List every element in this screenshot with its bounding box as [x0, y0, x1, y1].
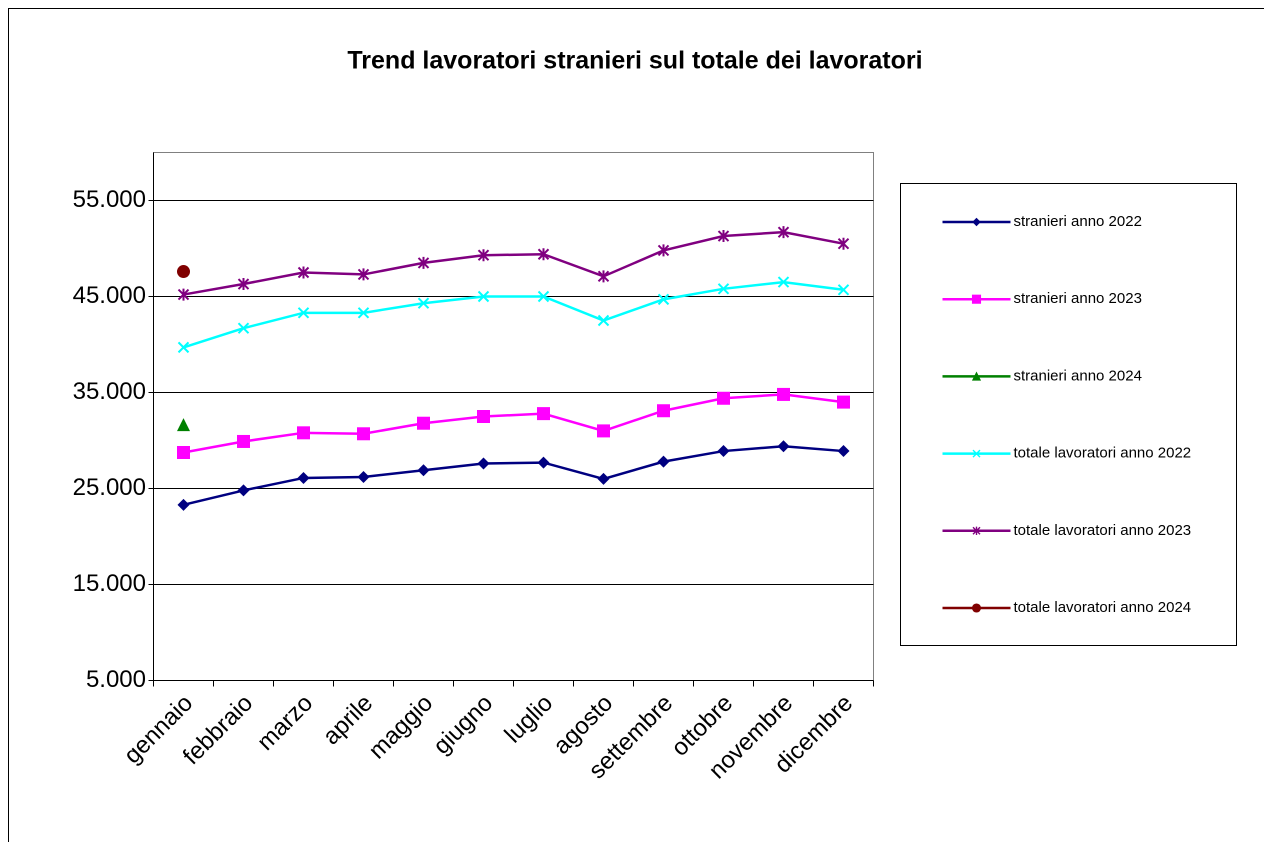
marker: [537, 290, 550, 303]
marker: [177, 498, 190, 511]
marker: [237, 278, 250, 291]
y-tick-label: 5.000: [86, 666, 146, 693]
marker: [537, 407, 550, 421]
marker: [597, 270, 610, 283]
marker: [657, 293, 670, 306]
marker: [237, 484, 250, 497]
series-line: [183, 393, 844, 454]
marker: [537, 248, 550, 261]
marker: [837, 395, 850, 409]
y-tick-label: 45.000: [73, 282, 146, 309]
marker: [417, 256, 430, 269]
marker: [777, 440, 790, 453]
legend-label: totale lavoratori anno 2022: [1014, 445, 1192, 462]
marker: [837, 237, 850, 250]
legend-label: totale lavoratori anno 2023: [1014, 522, 1192, 539]
marker: [477, 290, 490, 303]
marker: [477, 457, 490, 470]
series-line: [183, 230, 844, 296]
marker: [777, 276, 790, 288]
marker: [837, 445, 850, 458]
legend-label: stranieri anno 2022: [1014, 213, 1142, 230]
marker: [597, 314, 610, 327]
marker: [717, 445, 730, 458]
marker: [717, 391, 730, 405]
marker: [477, 249, 490, 262]
marker: [177, 341, 190, 354]
marker: [972, 526, 981, 535]
marker: [177, 265, 190, 279]
marker: [297, 266, 310, 279]
marker: [357, 268, 370, 281]
marker: [177, 418, 190, 432]
marker: [417, 416, 430, 430]
marker: [717, 230, 730, 243]
marker: [972, 449, 981, 458]
marker: [597, 472, 610, 485]
marker: [657, 455, 670, 468]
marker: [417, 297, 430, 309]
marker: [297, 471, 310, 484]
plot-area: [153, 152, 874, 681]
marker: [837, 284, 850, 296]
marker: [657, 404, 670, 418]
marker: [717, 283, 730, 295]
marker: [777, 226, 790, 239]
legend-label: totale lavoratori anno 2024: [1014, 599, 1192, 616]
marker: [777, 387, 790, 401]
marker: [357, 427, 370, 441]
marker: [971, 294, 982, 304]
marker: [237, 322, 250, 334]
marker: [177, 446, 190, 459]
legend-label: stranieri anno 2024: [1014, 367, 1142, 384]
series-line: [183, 445, 844, 507]
chart-title: Trend lavoratori stranieri sul totale de…: [347, 47, 922, 75]
legend-label: stranieri anno 2023: [1014, 290, 1142, 307]
marker: [357, 470, 370, 483]
marker: [357, 307, 370, 319]
y-tick-label: 55.000: [73, 186, 146, 213]
marker: [417, 464, 430, 477]
legend-box: [900, 183, 1237, 646]
marker: [237, 434, 250, 448]
marker: [177, 288, 190, 301]
y-tick-label: 25.000: [73, 474, 146, 501]
y-tick-label: 35.000: [73, 378, 146, 405]
marker: [971, 603, 982, 613]
marker: [537, 456, 550, 469]
marker: [972, 217, 981, 227]
series-line: [183, 280, 844, 349]
y-tick-label: 15.000: [73, 570, 146, 597]
marker: [297, 426, 310, 440]
marker: [297, 307, 310, 319]
marker: [477, 410, 490, 423]
marker: [597, 424, 610, 438]
marker: [971, 371, 982, 381]
marker: [657, 244, 670, 257]
